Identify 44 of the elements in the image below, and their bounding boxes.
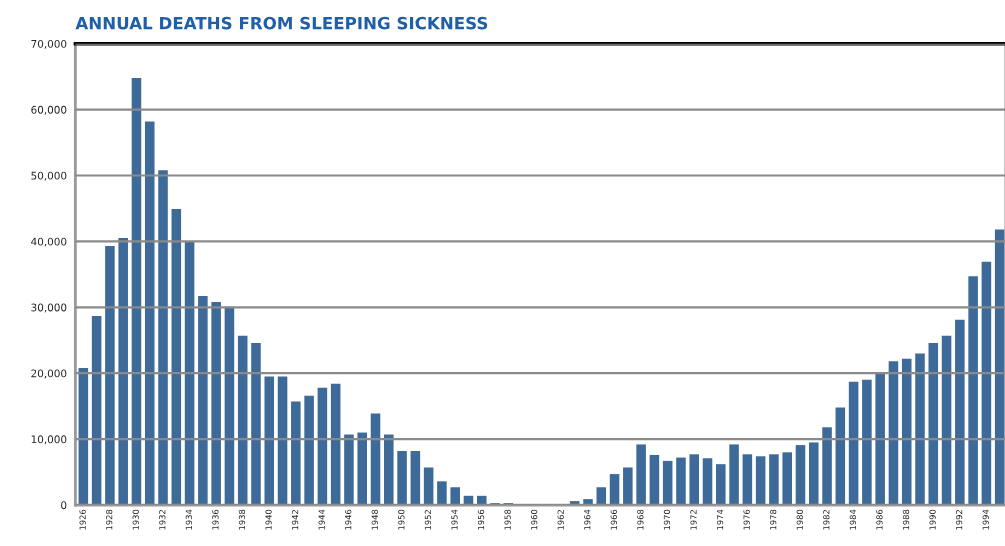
x-tick-label: 1940 <box>265 509 272 530</box>
x-tick-label: 1948 <box>371 509 378 530</box>
x-tick-label: 1968 <box>637 509 644 530</box>
x-tick-label: 1950 <box>398 509 405 530</box>
x-tick-label: 1946 <box>345 509 352 530</box>
x-tick-label: 1990 <box>929 509 936 530</box>
x-tick-label: 1932 <box>159 510 166 530</box>
y-tick-label: 10,000 <box>31 435 67 445</box>
x-tick-label: 1970 <box>663 509 671 530</box>
x-tick-label: 1994 <box>982 509 989 530</box>
y-tick-label: 50,000 <box>31 171 67 181</box>
x-tick-label: 1928 <box>106 509 113 530</box>
x-tick-label: 1962 <box>557 510 564 530</box>
x-tick-label: 1936 <box>212 509 219 530</box>
x-tick-label: 1958 <box>504 509 511 530</box>
x-tick-label: 1976 <box>743 509 750 530</box>
y-tick-label: 40,000 <box>31 237 67 247</box>
x-tick-label: 1966 <box>610 509 617 530</box>
y-tick-label: 30,000 <box>31 303 67 313</box>
x-tick-label: 1986 <box>876 509 883 530</box>
x-tick-label: 1988 <box>902 509 910 530</box>
y-tick-label: 60,000 <box>31 105 67 115</box>
x-tick-label: 1982 <box>823 510 830 530</box>
y-tick-label: 0 <box>61 501 67 510</box>
x-tick-label: 1930 <box>132 509 139 530</box>
y-tick-label: 20,000 <box>31 369 67 379</box>
x-tick-label: 1980 <box>796 509 803 530</box>
y-tick-label: 70,000 <box>31 39 67 49</box>
x-tick-label: 1972 <box>690 510 697 530</box>
x-tick-label: 1964 <box>584 509 591 530</box>
x-tick-label: 1956 <box>477 509 485 530</box>
x-tick-label: 1952 <box>424 510 432 530</box>
x-tick-label: 1934 <box>185 509 192 530</box>
x-tick-label: 1926 <box>79 509 86 530</box>
x-tick-label: 1954 <box>451 509 458 530</box>
x-tick-label: 1942 <box>291 510 299 530</box>
chart-title: ANNUAL DEATHS FROM SLEEPING SICKNESS <box>75 16 488 30</box>
x-tick-label: 1992 <box>955 510 963 530</box>
x-tick-label: 1960 <box>530 509 538 530</box>
x-tick-label: 1974 <box>716 509 724 530</box>
x-tick-label: 1984 <box>849 509 857 530</box>
x-tick-label: 1938 <box>238 509 246 530</box>
x-tick-label: 1944 <box>318 509 325 530</box>
x-tick-label: 1978 <box>770 509 777 530</box>
